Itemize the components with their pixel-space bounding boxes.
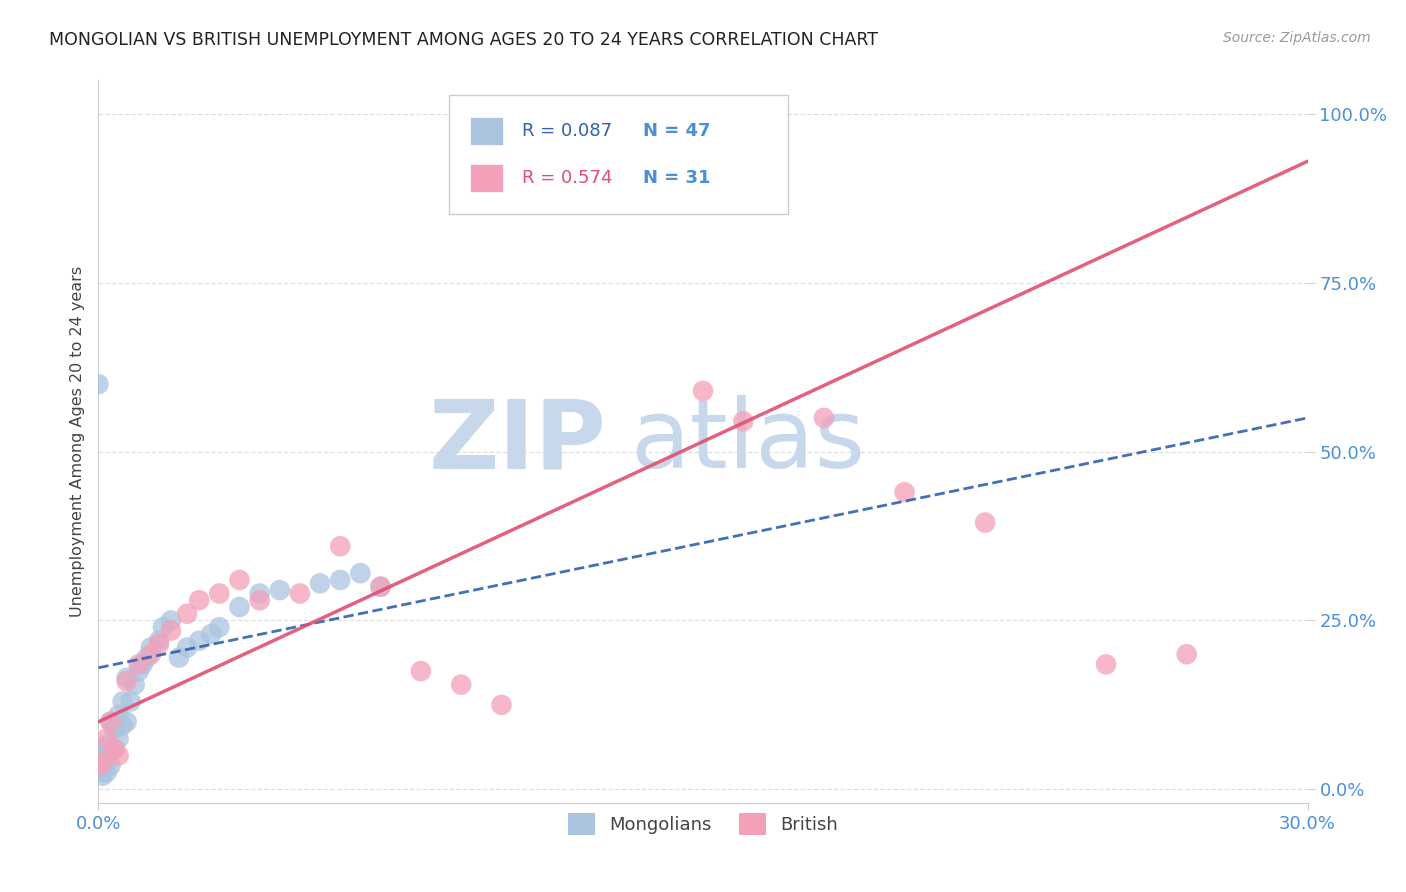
Point (100, 714, 122, 729)
Point (100, 758, 122, 772)
FancyBboxPatch shape (470, 117, 503, 145)
Point (91, 769, 114, 783)
Point (349, 566, 371, 581)
Point (200, 627, 222, 641)
Point (974, 516, 997, 530)
FancyBboxPatch shape (449, 95, 787, 214)
Point (491, 698, 513, 712)
Point (96, 756, 118, 770)
Point (87, 752, 110, 766)
Point (111, 694, 134, 708)
Point (329, 539, 352, 553)
Point (370, 580, 392, 594)
Point (115, 671, 138, 685)
Y-axis label: Unemployment Among Ages 20 to 24 years: Unemployment Among Ages 20 to 24 years (69, 266, 84, 617)
Point (370, 580, 392, 594)
Point (87, 762, 110, 776)
Point (167, 650, 190, 665)
Point (148, 637, 170, 651)
Point (160, 614, 183, 628)
Point (124, 678, 146, 692)
Point (208, 620, 231, 634)
Point (450, 678, 472, 692)
Point (128, 657, 150, 672)
Text: ZIP: ZIP (429, 395, 606, 488)
Point (96, 765, 118, 780)
Point (91, 758, 114, 772)
Text: Source: ZipAtlas.com: Source: ZipAtlas.com (1223, 31, 1371, 45)
Point (132, 657, 155, 672)
Point (249, 586, 271, 600)
Point (309, 576, 332, 591)
Point (733, 414, 755, 428)
Point (115, 714, 138, 729)
Point (188, 633, 211, 648)
Point (107, 748, 129, 763)
Point (893, 485, 915, 500)
Point (651, 107, 673, 121)
Point (100, 714, 122, 729)
Point (1175, 647, 1198, 661)
Point (228, 573, 250, 587)
Point (103, 741, 125, 756)
Text: MONGOLIAN VS BRITISH UNEMPLOYMENT AMONG AGES 20 TO 24 YEARS CORRELATION CHART: MONGOLIAN VS BRITISH UNEMPLOYMENT AMONG … (49, 31, 879, 49)
Point (409, 664, 432, 678)
Point (120, 694, 142, 708)
Point (111, 718, 134, 732)
Point (115, 674, 138, 689)
Point (107, 731, 129, 746)
Point (160, 624, 183, 638)
Point (571, 107, 593, 121)
Point (96, 739, 118, 753)
Point (100, 745, 122, 759)
Point (1095, 657, 1118, 672)
Point (103, 741, 125, 756)
Point (148, 633, 170, 648)
Point (128, 664, 150, 678)
Point (91, 756, 114, 770)
Point (249, 593, 271, 607)
Point (139, 647, 162, 661)
Point (288, 586, 311, 600)
Point (87, 756, 110, 770)
Text: N = 31: N = 31 (643, 169, 710, 186)
Point (87, 377, 110, 392)
Point (91, 741, 114, 756)
Point (87, 758, 110, 772)
Point (692, 384, 714, 398)
Point (96, 731, 118, 746)
FancyBboxPatch shape (470, 164, 503, 192)
Point (103, 722, 125, 736)
Point (152, 620, 174, 634)
Text: R = 0.574: R = 0.574 (522, 169, 612, 186)
Point (176, 607, 198, 621)
Point (228, 599, 250, 614)
Point (329, 573, 352, 587)
Point (87, 745, 110, 759)
Point (188, 593, 211, 607)
Point (87, 758, 110, 772)
Point (208, 586, 231, 600)
Text: atlas: atlas (630, 395, 866, 488)
Point (91, 748, 114, 763)
Point (269, 583, 291, 598)
Point (135, 650, 157, 665)
Point (87, 748, 110, 763)
Text: N = 47: N = 47 (643, 122, 710, 140)
Point (107, 708, 129, 723)
Point (139, 640, 162, 655)
Point (91, 765, 114, 780)
Point (176, 640, 198, 655)
Text: R = 0.087: R = 0.087 (522, 122, 612, 140)
Point (813, 411, 835, 425)
Legend: Mongolians, British: Mongolians, British (558, 805, 848, 845)
